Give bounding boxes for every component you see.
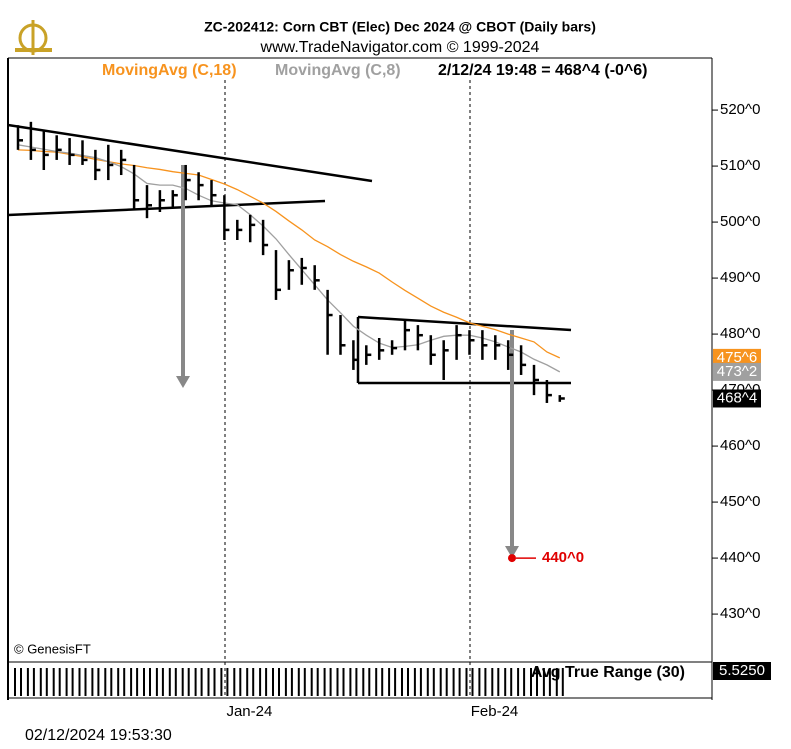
- indicator-tag: [713, 662, 771, 680]
- y-tick-label: 500^0: [720, 213, 760, 230]
- x-tick-label: Feb-24: [471, 703, 519, 720]
- chart-title: ZC-202412: Corn CBT (Elec) Dec 2024 @ CB…: [204, 19, 596, 35]
- y-tick-label: 450^0: [720, 493, 760, 510]
- y-tick-label: 480^0: [720, 325, 760, 342]
- projection-arrows: [176, 165, 519, 558]
- y-tick-label: 510^0: [720, 157, 760, 174]
- trendlines: [7, 123, 572, 385]
- y-tick-label: 490^0: [720, 269, 760, 286]
- y-tick-label: 460^0: [720, 437, 760, 454]
- y-tick-label: 520^0: [720, 101, 760, 118]
- price-tag: [713, 362, 761, 381]
- x-tick-label: Jan-24: [226, 703, 272, 720]
- price-tag-label: 475^6: [717, 349, 757, 366]
- chart-subtitle: www.TradeNavigator.com © 1999-2024: [260, 39, 540, 56]
- price-tag: [713, 389, 761, 408]
- y-tick-label: 430^0: [720, 605, 760, 622]
- target-dot: [508, 554, 516, 563]
- target-label: 440^0: [542, 549, 584, 566]
- indicator-value: 5.5250: [719, 662, 765, 679]
- watermark: © GenesisFT: [14, 641, 91, 656]
- price-tag-label: 473^2: [717, 363, 757, 380]
- y-tick-label: 440^0: [720, 549, 760, 566]
- status-text: 2/12/24 19:48 = 468^4 (-0^6): [438, 62, 648, 79]
- logo: [15, 20, 52, 55]
- legend-entry: MovingAvg (C,18): [102, 62, 237, 79]
- legend-entry: MovingAvg (C,8): [275, 62, 401, 79]
- indicator-name: Avg True Range (30): [531, 664, 685, 681]
- price-tag-label: 468^4: [717, 389, 757, 406]
- timestamp: 02/12/2024 19:53:30: [25, 727, 172, 744]
- price-tag: [713, 348, 761, 367]
